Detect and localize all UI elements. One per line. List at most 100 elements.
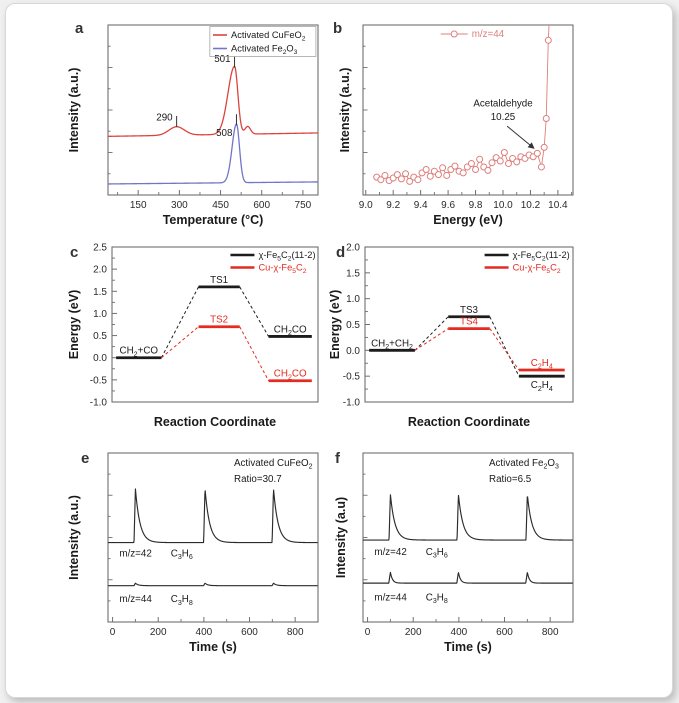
panel-b-series-line xyxy=(376,25,550,182)
legend-frame xyxy=(209,26,317,57)
panel-e-y-ticks xyxy=(108,473,113,602)
panel-c-y-tick-label: -0.5 xyxy=(90,375,108,386)
legend-label: Activated CuFeO2 xyxy=(231,30,306,43)
panel-c-y-tick-label: 0.0 xyxy=(93,353,107,364)
panel-c-y-tick-label: -1.0 xyxy=(90,398,108,409)
data-point xyxy=(414,176,422,184)
panel-a-peak-label: 290 xyxy=(156,113,173,124)
panel-d-y-tick-label: -1.0 xyxy=(343,398,361,409)
legend-label: m/z=44 xyxy=(472,29,505,40)
panel-b-x-tick-label: 9.0 xyxy=(359,200,373,211)
trace-label-mz: m/z=42 xyxy=(119,549,151,560)
legend-label: χ-Fe5C2(11-2) xyxy=(513,250,570,263)
annotation-arrow xyxy=(506,125,535,149)
data-point xyxy=(472,166,480,173)
figure-card xyxy=(5,3,673,698)
panel-e-corner-text: Ratio=30.7 xyxy=(234,474,282,485)
data-point xyxy=(381,171,389,179)
legend-marker-sample xyxy=(450,30,458,38)
level-connector xyxy=(161,326,199,359)
trace-label-formula: C3H8 xyxy=(426,592,448,605)
panel-a-peak-label: 501 xyxy=(214,54,230,65)
data-point xyxy=(467,160,475,168)
data-point xyxy=(488,159,496,167)
level-connector xyxy=(414,328,449,351)
panel-d-xlabel: Reaction Coordinate xyxy=(408,415,530,429)
panel-a-x-tick-label: 750 xyxy=(295,200,312,211)
panel-b-x-ticks: 9.0 9.2 9.4 9.6 9.8 10.0 10.2 10.4 xyxy=(359,190,573,211)
data-point xyxy=(540,143,548,151)
data-point xyxy=(393,171,401,179)
panel-c-level-label: CH2CO xyxy=(274,324,307,337)
trace-label-mz: m/z=42 xyxy=(374,547,406,558)
panel-a-x-ticks: 150 300 450 600 750 xyxy=(117,190,312,211)
data-point xyxy=(451,162,459,170)
panel-d-legend: χ-Fe5C2(11-2)Cu-χ-Fe5C2 xyxy=(484,250,570,276)
trace-label-mz: m/z=44 xyxy=(374,592,407,603)
panel-c-y-tick-label: 1.0 xyxy=(93,309,107,320)
trace-label-formula: C3H8 xyxy=(171,594,193,607)
data-point xyxy=(439,164,447,172)
data-point xyxy=(476,155,484,163)
panel-a-y-ticks xyxy=(108,45,113,175)
legend-label: Cu-χ-Fe5C2 xyxy=(258,263,306,276)
panel-f-xlabel: Time (s) xyxy=(444,640,492,654)
panel-c-level-label: TS2 xyxy=(210,315,228,326)
level-connector xyxy=(239,286,269,337)
level-connector xyxy=(160,286,199,358)
data-point xyxy=(434,171,442,179)
panel-f-x-tick-label: 600 xyxy=(496,627,513,638)
panel-a: a 150 300 450 600 750 Temperature (°C) Intensit… xyxy=(67,20,319,227)
panel-c-legend: χ-Fe5C2(11-2)Cu-χ-Fe5C2 xyxy=(230,250,316,276)
data-point xyxy=(406,177,414,185)
panel-b-x-tick-label: 10.4 xyxy=(548,200,568,211)
panel-f-corner-text: Ratio=6.5 xyxy=(489,474,532,485)
panel-b-y-ticks xyxy=(363,45,368,175)
panel-f: f 0 200 400 600 800 Time (s) Intensity (a.u) m/z… xyxy=(334,450,574,654)
panel-d-level-label: TS3 xyxy=(460,305,479,316)
panel-c-xlabel: Reaction Coordinate xyxy=(154,415,276,429)
panel-f-trace-0 xyxy=(363,494,573,541)
panel-a-x-tick-label: 600 xyxy=(253,200,270,211)
data-point xyxy=(500,149,508,156)
panel-b-x-tick-label: 9.8 xyxy=(469,200,483,211)
data-point xyxy=(397,175,405,183)
panel-c-level-label: CH2CO xyxy=(274,369,307,382)
data-point xyxy=(377,176,385,184)
panel-a-series-0 xyxy=(108,65,318,137)
panel-c-level-label: CH2+CO xyxy=(120,346,159,359)
data-point xyxy=(504,160,512,168)
panel-b-annotation: Acetaldehyde xyxy=(473,99,533,110)
panel-d-y-tick-label: 1.5 xyxy=(346,268,360,279)
panel-d-level-label: C2H4 xyxy=(531,380,553,393)
panel-a-letter: a xyxy=(75,20,84,37)
data-point xyxy=(513,158,521,166)
panel-d-ylabel: Energy (eV) xyxy=(328,290,342,359)
legend-label: Cu-χ-Fe5C2 xyxy=(513,263,561,276)
panel-a-ylabel: Intensity (a.u.) xyxy=(67,68,81,153)
panel-a-x-tick-label: 450 xyxy=(212,200,229,211)
panel-e-corner-text: Activated CuFeO2 xyxy=(234,458,313,471)
panel-d-y-ticks: 2.0 1.5 1.0 0.5 0.0 -0.5 -1.0 xyxy=(343,243,370,409)
panel-f-x-tick-label: 400 xyxy=(451,627,468,638)
trace-label-formula: C3H6 xyxy=(171,549,193,562)
panel-e: e 0 200 400 600 800 Time (s) Intensity (a.u.) m/… xyxy=(67,450,319,654)
panel-c-y-tick-label: 2.5 xyxy=(93,243,107,254)
level-connector xyxy=(489,328,520,371)
panel-c-letter: c xyxy=(70,244,78,261)
panel-a-peak-label: 508 xyxy=(216,128,233,139)
trace-label-mz: m/z=44 xyxy=(119,594,152,605)
panel-d-y-tick-label: 0.0 xyxy=(346,346,360,357)
panel-b-legend: m/z=44 xyxy=(440,29,505,40)
data-point xyxy=(402,170,410,178)
panel-f-letter: f xyxy=(335,450,341,467)
data-point xyxy=(459,169,467,177)
panel-c-y-tick-label: 0.5 xyxy=(93,331,107,342)
level-connector xyxy=(414,316,449,351)
panel-f-x-ticks: 0 200 400 600 800 xyxy=(365,617,574,638)
panel-b-letter: b xyxy=(333,20,342,37)
panel-b-x-tick-label: 9.4 xyxy=(414,200,428,211)
panel-c-level-label: TS1 xyxy=(210,275,228,286)
